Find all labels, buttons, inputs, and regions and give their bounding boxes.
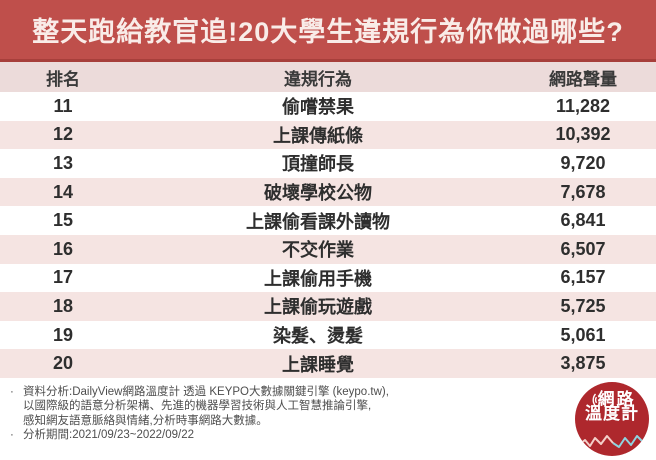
column-header-behavior: 違規行為 <box>284 69 352 89</box>
volume-cell: 6,507 <box>560 238 606 259</box>
trend-line-icon <box>578 434 645 448</box>
volume-cell: 5,061 <box>560 324 606 345</box>
rank-cell: 20 <box>52 353 74 374</box>
table-row: 20 上課睡覺 3,875 <box>0 349 656 378</box>
volume-cell: 7,678 <box>560 181 606 202</box>
behavior-cell: 破壞學校公物 <box>264 183 372 204</box>
behavior-cell: 頂撞師長 <box>282 154 354 175</box>
table-row: 14 破壞學校公物 7,678 <box>0 177 656 207</box>
footer-period-line: · 分析期間:2021/09/23~2022/09/22 <box>10 428 560 443</box>
volume-cell: 11,282 <box>555 95 611 116</box>
rank-cell: 16 <box>52 238 74 259</box>
behavior-cell: 上課偷看課外讀物 <box>246 211 390 232</box>
bullet: · <box>10 385 14 398</box>
volume-cell: 9,720 <box>560 152 606 173</box>
table-row: 19 染髮、燙髮 5,061 <box>0 320 656 350</box>
bullet: · <box>10 429 14 442</box>
footer-source-line-2: 以國際級的語意分析架構、先進的機器學習技術與人工智慧推論引擎, <box>23 400 372 413</box>
table-row: 11 偷嚐禁果 11,282 <box>0 92 656 121</box>
table-row: 13 頂撞師長 9,720 <box>0 149 656 178</box>
behavior-cell: 上課睡覺 <box>282 354 354 375</box>
table-header-row: 排名 違規行為 網路聲量 <box>0 62 656 92</box>
table-row: 16 不交作業 6,507 <box>0 234 656 264</box>
behavior-cell: 偷嚐禁果 <box>282 97 354 118</box>
behavior-cell: 上課偷玩遊戲 <box>264 297 372 318</box>
brand-logo-text-1: 網路 <box>597 389 636 409</box>
rank-cell: 18 <box>52 295 74 316</box>
behavior-cell: 不交作業 <box>282 240 354 261</box>
table-body: 11 偷嚐禁果 11,282 12 上課傳紙條 10,392 13 頂撞師長 9… <box>0 92 656 378</box>
footer-period-text: 分析期間:2021/09/23~2022/09/22 <box>23 429 195 442</box>
page-title: 整天跑給教官追!20大學生違規行為你做過哪些? <box>32 17 624 47</box>
rank-cell: 19 <box>52 324 74 345</box>
rank-cell: 11 <box>53 95 73 116</box>
rank-cell: 13 <box>52 152 74 173</box>
title-band: 整天跑給教官追!20大學生違規行為你做過哪些? <box>0 0 656 62</box>
rank-cell: 14 <box>52 181 74 202</box>
rank-cell: 12 <box>52 124 74 145</box>
table-row: 17 上課偷用手機 6,157 <box>0 263 656 293</box>
table-row: 12 上課傳紙條 10,392 <box>0 120 656 150</box>
footer-source-text-1: 資料分析:DailyView網路溫度計 透過 KEYPO大數據關鍵引擎 (key… <box>23 385 389 398</box>
footer-source-line-3: 感知網友語意脈絡與情緒,分析時事網路大數據。 <box>23 414 268 427</box>
volume-cell: 5,725 <box>560 295 606 316</box>
volume-cell: 3,875 <box>560 353 606 374</box>
footer: · 資料分析:DailyView網路溫度計 透過 KEYPO大數據關鍵引擎 (ke… <box>0 378 656 460</box>
rank-cell: 15 <box>52 210 74 231</box>
behavior-cell: 上課偷用手機 <box>264 268 372 289</box>
footer-source-line-1: · 資料分析:DailyView網路溫度計 透過 KEYPO大數據關鍵引擎 (ke… <box>10 385 560 400</box>
volume-cell: 6,157 <box>560 267 606 288</box>
brand-logo: 網路 溫度計 <box>575 381 649 456</box>
behavior-cell: 染髮、燙髮 <box>273 326 363 347</box>
rank-cell: 17 <box>52 267 74 288</box>
behavior-cell: 上課傳紙條 <box>273 125 363 146</box>
column-header-volume: 網路聲量 <box>549 69 617 89</box>
brand-logo-line1: 網路 <box>575 389 649 409</box>
column-header-rank: 排名 <box>46 69 80 89</box>
table-row: 15 上課偷看課外讀物 6,841 <box>0 206 656 235</box>
signal-icon <box>592 393 597 407</box>
volume-cell: 10,392 <box>555 124 611 145</box>
table-row: 18 上課偷玩遊戲 5,725 <box>0 292 656 321</box>
brand-logo-text-2: 溫度計 <box>585 404 639 424</box>
volume-cell: 6,841 <box>560 210 606 231</box>
